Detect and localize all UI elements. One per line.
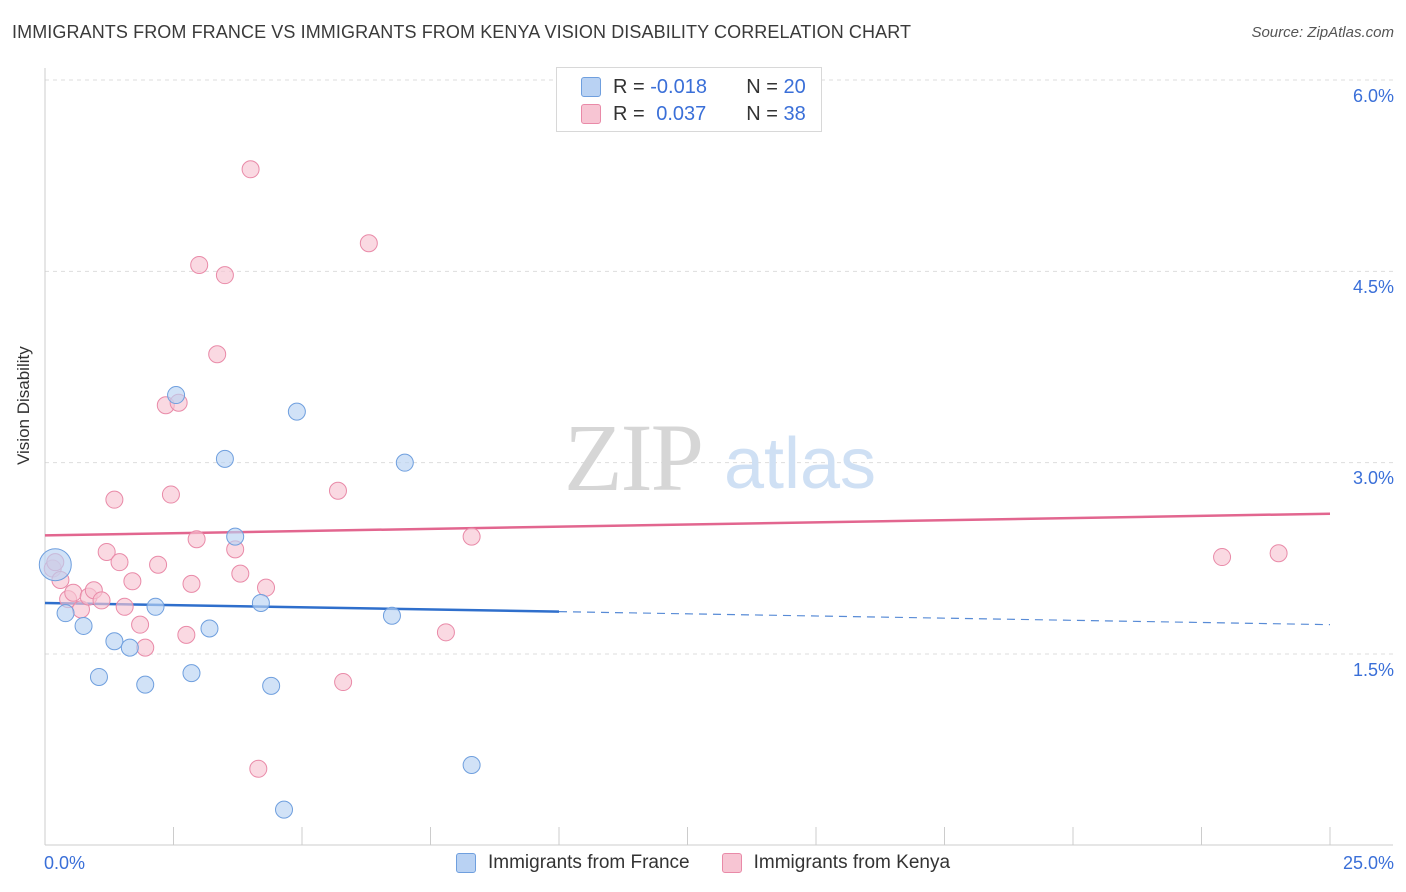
- kenya-point: [1213, 548, 1232, 567]
- legend-n-value: 38: [783, 102, 806, 125]
- kenya-point: [136, 638, 155, 657]
- france-point: [200, 619, 219, 638]
- france-point: [182, 664, 201, 683]
- legend-label-france: Immigrants from France: [487, 852, 690, 873]
- france-point: [38, 548, 72, 582]
- france-point: [226, 527, 245, 546]
- y-axis-label: Vision Disability: [14, 346, 33, 465]
- kenya-point: [182, 574, 201, 593]
- france-swatch: [581, 77, 601, 97]
- kenya-point: [190, 255, 209, 274]
- legend-n-label: N =: [746, 102, 784, 125]
- kenya-point: [249, 759, 268, 778]
- france-point: [89, 667, 108, 686]
- y-tick-label: 1.5%: [1352, 660, 1394, 680]
- legend-row-france: R = -0.018 N = 20: [581, 75, 806, 99]
- chart-title: IMMIGRANTS FROM FRANCE VS IMMIGRANTS FRO…: [12, 22, 912, 42]
- kenya-point: [131, 615, 150, 634]
- kenya-point: [334, 673, 353, 692]
- kenya-point: [208, 345, 227, 364]
- legend-n-value: 20: [783, 75, 806, 98]
- legend-n-label: N =: [746, 75, 784, 98]
- legend-item-france: Immigrants from France: [455, 852, 690, 874]
- kenya-swatch: [581, 104, 601, 124]
- legend-r-value: 0.037: [656, 102, 707, 125]
- kenya-point: [105, 490, 124, 509]
- france-point: [287, 402, 306, 421]
- france-legend-swatch: [455, 853, 476, 873]
- france-point: [382, 606, 401, 625]
- kenya-point: [231, 564, 250, 583]
- france-point: [215, 449, 234, 468]
- legend-r-label: R =: [613, 75, 651, 98]
- watermark-zip: ZIP: [564, 404, 702, 511]
- legend-r-value: -0.018: [650, 75, 707, 98]
- kenya-point: [215, 266, 234, 285]
- kenya-point: [110, 553, 129, 572]
- france-point: [462, 755, 481, 774]
- france-point: [395, 453, 414, 472]
- kenya-point: [359, 234, 378, 253]
- legend-row-kenya: R = 0.037 N = 38: [581, 102, 806, 126]
- kenya-point: [97, 542, 116, 561]
- kenya-legend-swatch: [721, 853, 742, 873]
- kenya-point: [1269, 544, 1288, 563]
- france-point: [146, 597, 165, 616]
- legend-r-label: R =: [613, 102, 651, 125]
- france-point: [56, 604, 75, 623]
- kenya-point: [161, 485, 180, 504]
- legend-item-kenya: Immigrants from Kenya: [721, 852, 951, 874]
- kenya-point: [187, 530, 206, 549]
- legend-label-kenya: Immigrants from Kenya: [753, 852, 951, 873]
- y-tick-label: 6.0%: [1352, 86, 1394, 106]
- y-tick-label: 3.0%: [1352, 468, 1394, 488]
- x-tick-label-max: 25.0%: [1342, 853, 1394, 873]
- kenya-point: [436, 623, 455, 642]
- kenya-point: [92, 591, 111, 610]
- kenya-point: [64, 583, 83, 602]
- source-label: Source: ZipAtlas.com: [1251, 24, 1394, 41]
- gridlines: [45, 79, 1393, 655]
- data-points: [38, 160, 1288, 819]
- kenya-point: [123, 572, 142, 591]
- france-point: [251, 593, 270, 612]
- kenya-point: [257, 578, 276, 597]
- y-tick-label: 4.5%: [1352, 277, 1394, 297]
- france-point: [105, 632, 124, 651]
- watermark: ZIP atlas: [564, 404, 876, 511]
- axes: [44, 68, 1393, 846]
- kenya-point: [462, 527, 481, 546]
- kenya-point: [328, 481, 347, 500]
- watermark-atlas: atlas: [724, 424, 876, 504]
- kenya-trend-line: [44, 512, 1331, 537]
- france-point: [136, 675, 155, 694]
- kenya-point: [149, 555, 168, 574]
- france-point: [167, 386, 186, 405]
- france-trend-line-extrapolated: [558, 611, 1331, 626]
- series-legend: Immigrants from France Immigrants from K…: [0, 852, 1406, 874]
- france-point: [74, 616, 93, 635]
- france-point: [262, 676, 281, 695]
- france-point: [275, 800, 294, 819]
- kenya-point: [177, 625, 196, 644]
- x-tick-label-min: 0.0%: [44, 853, 86, 873]
- correlation-legend: R = -0.018 N = 20 R = 0.037 N = 38: [556, 67, 822, 132]
- kenya-point: [241, 160, 260, 179]
- kenya-point: [115, 597, 134, 616]
- france-point: [120, 638, 139, 657]
